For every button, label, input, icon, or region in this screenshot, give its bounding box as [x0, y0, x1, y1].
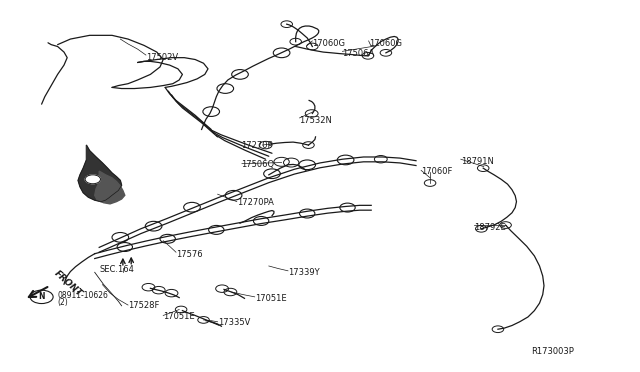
Text: (2): (2): [58, 298, 68, 307]
Text: 17506Q: 17506Q: [241, 160, 274, 169]
Text: 17051E: 17051E: [163, 312, 195, 321]
Text: 17339Y: 17339Y: [288, 268, 319, 277]
Polygon shape: [78, 145, 122, 202]
Text: 17502V: 17502V: [146, 53, 178, 62]
Text: 17528F: 17528F: [128, 301, 159, 310]
Text: 18791N: 18791N: [461, 157, 493, 166]
Text: 17060F: 17060F: [421, 167, 452, 176]
Text: FRONT: FRONT: [52, 269, 84, 298]
Text: 17051E: 17051E: [255, 294, 286, 303]
Text: 17506A: 17506A: [342, 49, 374, 58]
Text: 08911-10626: 08911-10626: [58, 291, 108, 300]
Polygon shape: [95, 171, 125, 204]
Text: SEC.164: SEC.164: [99, 265, 134, 274]
Text: 17060G: 17060G: [312, 39, 346, 48]
Text: 18792E: 18792E: [474, 223, 506, 232]
Text: 17576: 17576: [176, 250, 203, 259]
Text: 17060G: 17060G: [369, 39, 402, 48]
Text: R173003P: R173003P: [531, 347, 574, 356]
Text: 17270PA: 17270PA: [237, 198, 274, 207]
Text: N: N: [38, 292, 45, 301]
Circle shape: [85, 175, 100, 184]
Text: 17270P: 17270P: [241, 141, 272, 150]
Text: 17335V: 17335V: [218, 318, 250, 327]
Text: 17532N: 17532N: [300, 116, 332, 125]
